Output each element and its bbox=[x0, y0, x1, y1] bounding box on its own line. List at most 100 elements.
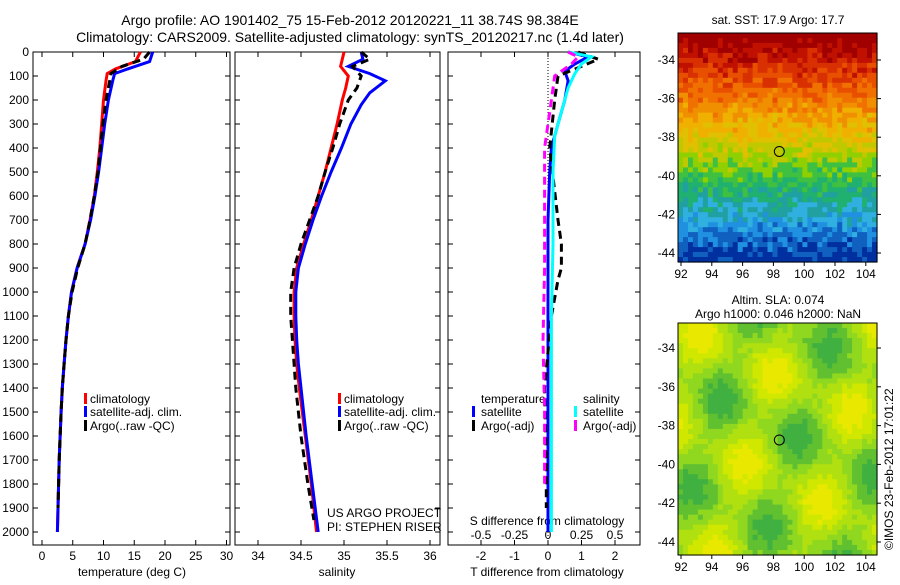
map-cell bbox=[697, 122, 704, 129]
map-cell bbox=[817, 112, 823, 119]
map-cell bbox=[807, 157, 813, 164]
map-cell bbox=[842, 97, 848, 104]
map-cell bbox=[702, 152, 709, 159]
copyright-text: ©IMOS 23-Feb-2012 17:01:22 bbox=[882, 388, 896, 550]
map-cell bbox=[683, 383, 689, 390]
map-cell bbox=[867, 67, 873, 74]
map-cell bbox=[742, 403, 749, 410]
map-cell bbox=[837, 544, 843, 551]
map-cell bbox=[717, 444, 724, 450]
map-cell bbox=[867, 378, 873, 385]
map-cell bbox=[707, 132, 714, 139]
map-cell bbox=[692, 504, 699, 511]
map-cell bbox=[742, 232, 749, 238]
map-cell bbox=[707, 102, 714, 109]
map-cell bbox=[827, 157, 833, 164]
map-cell bbox=[842, 479, 848, 485]
map-cell bbox=[688, 252, 694, 258]
map-cell bbox=[832, 459, 838, 465]
map-cell bbox=[707, 192, 714, 198]
map-cell bbox=[842, 544, 848, 551]
map-cell bbox=[678, 479, 684, 485]
map-cell bbox=[772, 514, 779, 521]
map-cell bbox=[678, 398, 684, 405]
map-cell bbox=[827, 338, 833, 344]
map-cell bbox=[752, 217, 759, 223]
map-cell bbox=[822, 363, 828, 369]
map-cell bbox=[702, 373, 709, 379]
map-cell bbox=[807, 550, 813, 556]
map-cell bbox=[822, 72, 828, 79]
map-cell bbox=[757, 52, 764, 59]
map-cell bbox=[807, 474, 813, 480]
map-cell bbox=[742, 212, 749, 218]
map-cell bbox=[757, 529, 764, 536]
map-cell bbox=[697, 202, 704, 208]
map-cell bbox=[837, 182, 843, 188]
map-cell bbox=[742, 57, 749, 64]
map-cell bbox=[842, 343, 848, 349]
map-cell bbox=[737, 413, 744, 420]
map-cell bbox=[797, 544, 803, 551]
map-cell bbox=[807, 242, 813, 248]
map-cell bbox=[727, 172, 734, 178]
map-cell bbox=[867, 57, 873, 64]
map-cell bbox=[812, 217, 818, 223]
map-cell bbox=[852, 550, 858, 556]
map-cell bbox=[832, 142, 838, 149]
map-cell bbox=[752, 52, 759, 59]
map-cell bbox=[797, 182, 803, 188]
map-cell bbox=[792, 197, 798, 203]
map-cell bbox=[872, 444, 878, 450]
map-cell bbox=[787, 122, 794, 129]
map-cell bbox=[857, 328, 863, 334]
map-cell bbox=[817, 202, 823, 208]
map-cell bbox=[852, 207, 858, 213]
map-cell bbox=[777, 172, 784, 178]
map-cell bbox=[827, 97, 833, 104]
map-cell bbox=[862, 202, 868, 208]
map-cell bbox=[782, 514, 789, 521]
map-cell bbox=[867, 383, 873, 390]
map-cell bbox=[742, 67, 749, 74]
map-cell bbox=[772, 519, 779, 526]
map-cell bbox=[712, 43, 719, 49]
map-cell bbox=[872, 504, 878, 511]
map-cell bbox=[767, 328, 774, 334]
map-cell bbox=[722, 363, 729, 369]
map-cell bbox=[697, 167, 704, 173]
map-cell bbox=[727, 152, 734, 159]
map-cell bbox=[817, 167, 823, 173]
map-cell bbox=[747, 217, 754, 223]
map-cell bbox=[712, 77, 719, 84]
map-cell bbox=[867, 152, 873, 159]
title-line-2: Climatology: CARS2009. Satellite-adjuste… bbox=[76, 29, 624, 45]
map-cell bbox=[762, 373, 769, 379]
map-cell bbox=[832, 444, 838, 450]
map-cell bbox=[772, 187, 779, 193]
map-cell bbox=[683, 484, 689, 490]
map-cell bbox=[707, 489, 714, 495]
map-cell bbox=[767, 444, 774, 450]
map-cell bbox=[702, 464, 709, 470]
map-cell bbox=[792, 247, 798, 253]
map-cell bbox=[757, 77, 764, 84]
map-cell bbox=[767, 454, 774, 460]
map-cell bbox=[697, 87, 704, 94]
map-cell bbox=[707, 474, 714, 480]
map-cell bbox=[752, 469, 759, 475]
map-cell bbox=[772, 348, 779, 354]
map-cell bbox=[722, 97, 729, 104]
map-cell bbox=[822, 192, 828, 198]
map-cell bbox=[697, 368, 704, 374]
map-cell bbox=[812, 232, 818, 238]
map-cell bbox=[827, 529, 833, 536]
map-cell bbox=[767, 257, 774, 263]
map-cell bbox=[742, 358, 749, 364]
map-cell bbox=[727, 167, 734, 173]
map-cell bbox=[827, 524, 833, 531]
map-cell bbox=[712, 257, 719, 263]
map-cell bbox=[787, 67, 794, 74]
map-cell bbox=[757, 147, 764, 154]
